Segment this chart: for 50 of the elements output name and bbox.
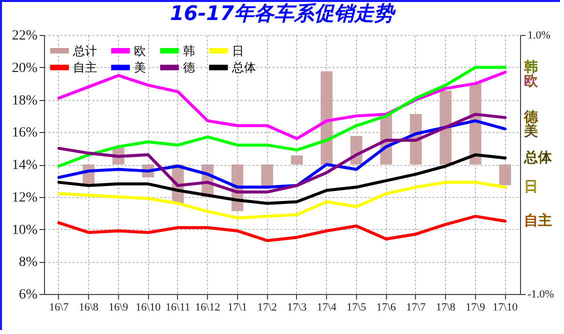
bar (261, 164, 274, 187)
legend-label: 总计 (72, 44, 97, 58)
x-tick-label: 16\9 (108, 302, 129, 314)
y-tick-label: 12% (12, 190, 38, 206)
y-tick-label: 18% (12, 93, 38, 108)
y-tick-label: 22% (12, 28, 38, 44)
y2-tick-label: -1.0% (528, 288, 554, 300)
bar (499, 164, 512, 186)
text: 日 (524, 179, 538, 196)
x-tick-label: 16\12 (195, 302, 220, 314)
x-tick-label: 17\6 (376, 302, 396, 314)
x-tick-label: 17\2 (257, 302, 277, 314)
x-tick-label: 17\10 (492, 302, 518, 314)
x-tick-label: 17\3 (287, 302, 308, 314)
legend-label: 自主 (73, 60, 97, 74)
x-tick-label: 17\4 (316, 302, 337, 314)
bar (320, 71, 333, 164)
bar (440, 90, 452, 164)
y-tick-label: 20% (12, 60, 38, 76)
line-series (57, 214, 507, 242)
legend-label: 德 (183, 60, 195, 74)
line-series (57, 180, 507, 220)
y-tick-label: 8% (18, 255, 38, 270)
bar (290, 155, 303, 164)
x-tick-label: 16\7 (49, 302, 70, 314)
text: 总体 (524, 150, 552, 166)
x-tick-label: 17\7 (406, 302, 426, 314)
x-tick-label: 16\10 (136, 302, 162, 314)
text: 自主 (524, 213, 552, 230)
x-tick-label: 17\8 (436, 302, 456, 314)
line-series (57, 153, 507, 205)
legend-label: 美 (134, 60, 146, 74)
legend-label: 欧 (134, 44, 146, 58)
legend-label: 韩 (183, 44, 195, 58)
x-tick-label: 17\9 (466, 302, 486, 314)
legend-label: 总体 (231, 60, 256, 74)
text: 欧 (524, 73, 538, 90)
y-tick-label: 6% (18, 288, 38, 302)
text: 韩 (524, 59, 538, 76)
x-tick-label: 17\5 (346, 302, 367, 314)
legend-label: 日 (232, 44, 244, 58)
y-tick-label: 10% (12, 222, 38, 238)
text: 美 (524, 124, 538, 140)
x-tick-label: 16\11 (166, 302, 190, 314)
x-tick-label: 16\8 (78, 302, 99, 314)
chart-title: 16-17年各车系促销走势 (170, 1, 397, 25)
y-tick-label: 16% (12, 126, 38, 141)
y2-tick-label: 1.0% (528, 30, 550, 42)
x-tick-label: 17\1 (228, 302, 248, 314)
y-tick-label: 14% (12, 158, 38, 173)
